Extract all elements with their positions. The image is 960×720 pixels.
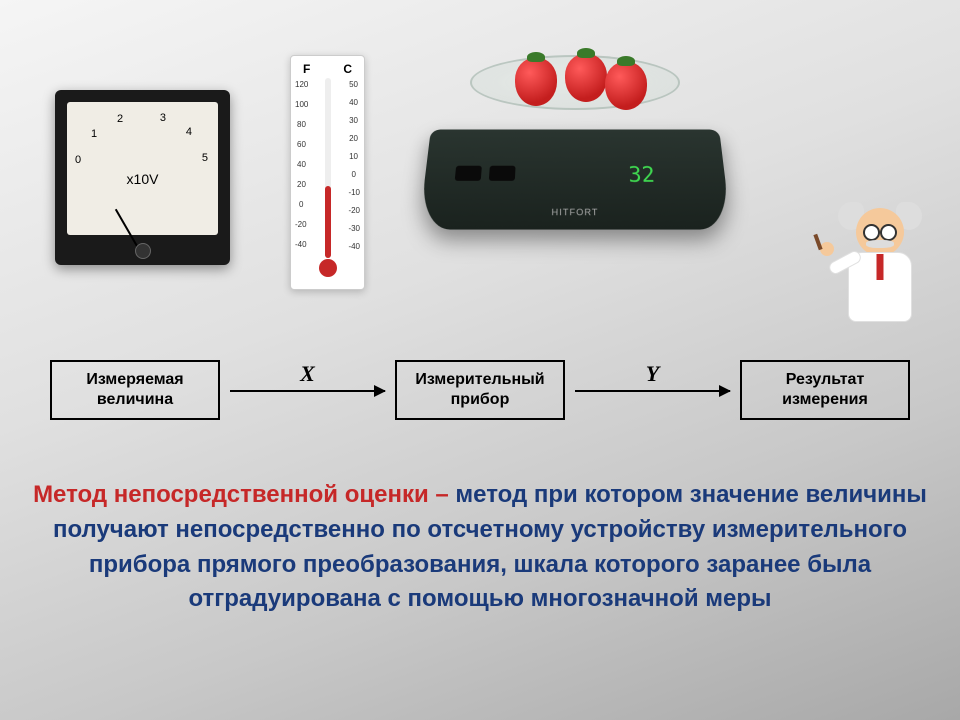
thermo-f-tick: 100 [295, 100, 308, 109]
scientist-cartoon [820, 190, 940, 340]
thermo-c-tick: 10 [349, 152, 358, 161]
thermometer: F C 50 40 30 20 10 0 -10 -20 -30 -40 120… [290, 55, 365, 290]
strawberry-icon [515, 58, 557, 106]
thermo-f-tick: 120 [295, 80, 308, 89]
thermo-c-tick: 30 [349, 116, 358, 125]
definition-term: Метод непосредственной оценки – [33, 481, 455, 508]
flow-node-measured-quantity: Измеряемая величина [50, 360, 220, 420]
kitchen-scale: 32 HITFORT [415, 50, 735, 280]
flow-node-line1: Измерительный [415, 371, 544, 388]
voltmeter-scale-3: 3 [160, 112, 166, 124]
flow-node-line1: Результат [786, 371, 865, 388]
thermo-c-tick: 0 [352, 170, 356, 179]
voltmeter-scale-4: 4 [186, 126, 192, 138]
scientist-mustache [866, 240, 894, 248]
thermo-c-tick: 50 [349, 80, 358, 89]
voltmeter-scale-1: 1 [91, 128, 97, 140]
instruments-row: 0 1 2 3 4 5 x10V F C 50 40 30 20 10 0 -1… [0, 40, 960, 320]
flow-node-line2: измерения [782, 391, 868, 408]
flow-edge-x: X [220, 389, 395, 391]
thermometer-fluid [325, 186, 331, 258]
scale-body: 32 HITFORT [419, 130, 732, 230]
flow-edge-y: Y [565, 389, 740, 391]
thermo-c-tick: 20 [349, 134, 358, 143]
strawberry-icon [605, 62, 647, 110]
thermo-c-tick: -30 [348, 224, 360, 233]
thermo-c-tick: 40 [349, 98, 358, 107]
scientist-glasses-icon [863, 224, 897, 236]
flow-edge-label: X [300, 361, 315, 387]
thermo-f-tick: 0 [299, 200, 303, 209]
scale-brand: HITFORT [551, 207, 598, 217]
flow-node-line2: величина [97, 391, 173, 408]
voltmeter-scale-2: 2 [117, 113, 123, 125]
thermometer-bulb [319, 259, 337, 277]
arrow-icon [575, 390, 730, 392]
thermo-f-tick: 20 [297, 180, 306, 189]
scale-button-left2 [489, 166, 516, 181]
thermometer-tube [325, 78, 331, 258]
scientist-tie [877, 254, 884, 280]
definition-text: Метод непосредственной оценки – метод пр… [30, 478, 930, 617]
flow-node-measurement-result: Результат измерения [740, 360, 910, 420]
arrow-icon [230, 390, 385, 392]
strawberry-icon [565, 54, 607, 102]
thermo-f-tick: -20 [295, 220, 307, 229]
scale-display: 32 [628, 164, 656, 188]
thermo-f-tick: 80 [297, 120, 306, 129]
voltmeter-face: 0 1 2 3 4 5 x10V [67, 102, 218, 235]
thermo-f-tick: -40 [295, 240, 307, 249]
thermometer-c-label: C [343, 62, 352, 76]
voltmeter-label: x10V [127, 171, 159, 187]
flow-node-measuring-device: Измерительный прибор [395, 360, 565, 420]
thermometer-f-label: F [303, 62, 310, 76]
thermo-f-tick: 40 [297, 160, 306, 169]
voltmeter: 0 1 2 3 4 5 x10V [55, 90, 230, 265]
thermo-c-tick: -20 [348, 206, 360, 215]
voltmeter-scale-0: 0 [75, 154, 81, 166]
scale-button-left [455, 166, 482, 181]
flow-node-line2: прибор [451, 391, 510, 408]
thermo-f-tick: 60 [297, 140, 306, 149]
flowchart: Измеряемая величина X Измерительный приб… [50, 350, 910, 430]
thermo-c-tick: -40 [348, 242, 360, 251]
flow-edge-label: Y [646, 361, 659, 387]
voltmeter-knob [135, 243, 151, 259]
voltmeter-scale-5: 5 [202, 152, 208, 164]
flow-node-line1: Измеряемая [86, 371, 183, 388]
scientist-pointer-icon [813, 234, 822, 250]
thermo-c-tick: -10 [348, 188, 360, 197]
